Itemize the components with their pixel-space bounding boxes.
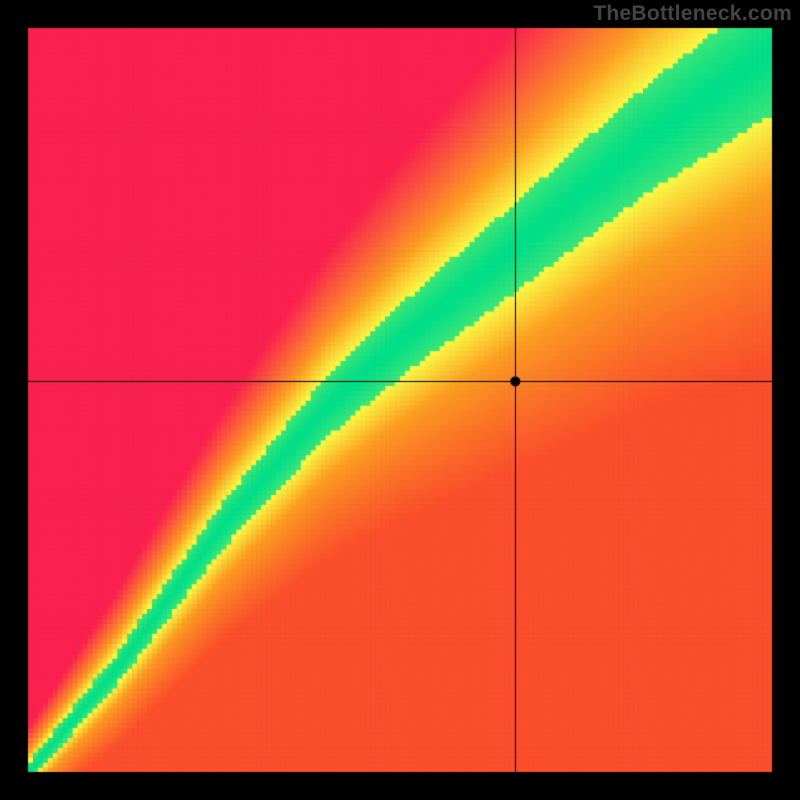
watermark-text: TheBottleneck.com: [593, 2, 792, 26]
bottleneck-heatmap-canvas: [0, 0, 800, 800]
